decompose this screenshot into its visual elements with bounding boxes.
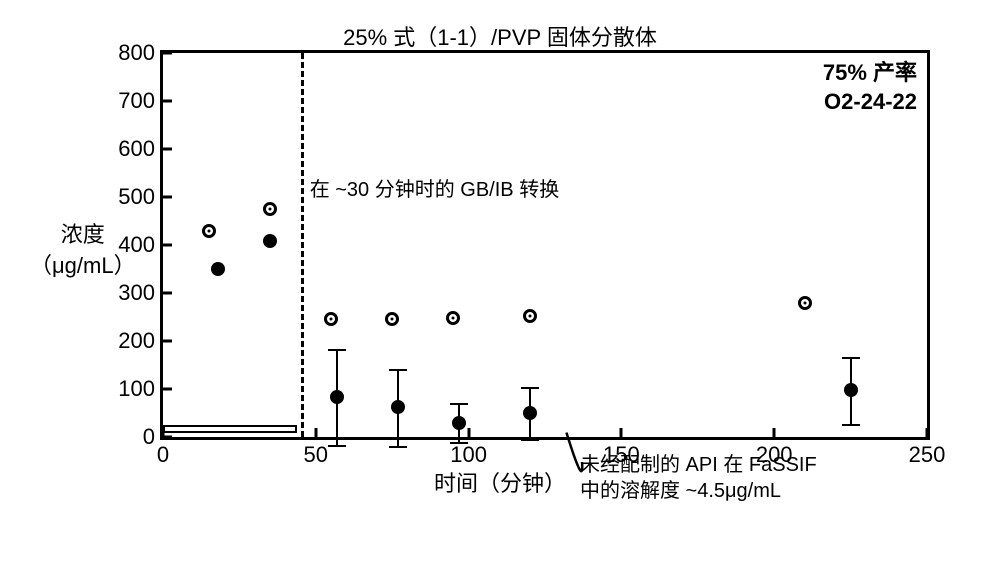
error-cap xyxy=(842,424,860,426)
open-marker xyxy=(523,309,537,323)
ytick-label: 300 xyxy=(118,280,163,306)
yield-line2: O2-24-22 xyxy=(823,88,917,117)
gb-ib-annotation: 在 ~30 分钟时的 GB/IB 转换 xyxy=(310,173,560,202)
bottom-inset-box xyxy=(163,425,297,433)
dashed-vline xyxy=(301,53,304,437)
callout-line2: 中的溶解度 ~4.5μg/mL xyxy=(580,478,817,504)
error-cap xyxy=(521,439,539,441)
filled-marker xyxy=(391,400,405,414)
xtick-label: 50 xyxy=(304,437,328,468)
error-cap xyxy=(389,446,407,448)
ytick-label: 400 xyxy=(118,232,163,258)
open-marker xyxy=(798,296,812,310)
ytick-label: 500 xyxy=(118,184,163,210)
error-cap xyxy=(328,349,346,351)
error-cap xyxy=(389,369,407,371)
chart-title: 25% 式（1-1）/PVP 固体分散体 xyxy=(343,20,657,52)
open-marker xyxy=(385,312,399,326)
ytick-label: 800 xyxy=(118,40,163,66)
callout-line1: 未经配制的 API 在 FaSSIF xyxy=(580,452,817,478)
xtick-label: 250 xyxy=(909,437,946,468)
yield-line1: 75% 产率 xyxy=(823,59,917,88)
error-cap xyxy=(521,387,539,389)
ytick-label: 100 xyxy=(118,376,163,402)
yield-annotation: 75% 产率O2-24-22 xyxy=(823,59,917,116)
error-cap xyxy=(450,403,468,405)
chart-container: 25% 式（1-1）/PVP 固体分散体 浓度 （μg/mL） 01002003… xyxy=(20,20,980,548)
filled-marker xyxy=(523,406,537,420)
open-marker xyxy=(263,202,277,216)
filled-marker xyxy=(211,262,225,276)
open-marker xyxy=(202,224,216,238)
ytick-label: 200 xyxy=(118,328,163,354)
ytick-label: 700 xyxy=(118,88,163,114)
error-cap xyxy=(328,445,346,447)
filled-marker xyxy=(844,383,858,397)
error-cap xyxy=(450,442,468,444)
callout-note: 未经配制的 API 在 FaSSIF 中的溶解度 ~4.5μg/mL xyxy=(580,452,817,504)
error-cap xyxy=(842,357,860,359)
open-marker xyxy=(324,312,338,326)
ytick-label: 600 xyxy=(118,136,163,162)
filled-marker xyxy=(330,390,344,404)
filled-marker xyxy=(263,234,277,248)
plot-area: 0100200300400500600700800050100150200250… xyxy=(160,50,930,440)
filled-marker xyxy=(452,416,466,430)
x-axis-label: 时间（分钟） xyxy=(434,466,566,498)
xtick-label: 0 xyxy=(157,437,169,468)
open-marker xyxy=(446,311,460,325)
